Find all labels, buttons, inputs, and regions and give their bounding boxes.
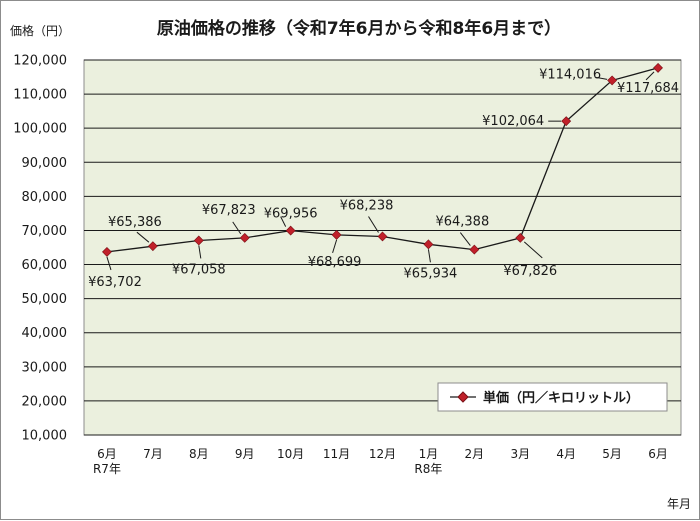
gridlines (84, 59, 681, 436)
data-point (193, 235, 204, 246)
x-tick-label: 6月 (648, 447, 668, 461)
label-leader-line (596, 76, 608, 80)
y-tick-label: 40,000 (22, 326, 68, 341)
x-tick-label: 11月 (323, 447, 350, 461)
data-point (377, 231, 388, 242)
x-axis-label: 年月 (667, 497, 691, 511)
data-label: ¥102,064 (482, 114, 544, 129)
data-label: ¥64,388 (435, 215, 489, 230)
data-point (285, 225, 296, 236)
label-leader-line (459, 232, 471, 246)
x-tick-year-label: R8年 (414, 462, 442, 476)
legend-label: 単価（円／キロリットル） (483, 390, 639, 406)
y-tick-label: 90,000 (22, 156, 68, 171)
data-point (423, 239, 434, 250)
legend: 単価（円／キロリットル） (437, 382, 668, 412)
data-point (239, 232, 250, 243)
x-tick-year-label: R7年 (93, 462, 121, 476)
label-leader-line (198, 245, 202, 259)
data-label: ¥69,956 (264, 207, 318, 222)
data-label: ¥65,934 (404, 266, 458, 281)
x-tick-label: 10月 (277, 447, 304, 461)
data-label: ¥68,238 (340, 198, 394, 213)
y-tick-label: 120,000 (13, 54, 67, 69)
y-tick-label: 70,000 (22, 224, 68, 239)
series-markers (102, 62, 663, 257)
x-tick-label: 4月 (556, 447, 576, 461)
data-point (469, 244, 480, 255)
plot-area (83, 59, 682, 436)
data-label: ¥117,684 (617, 81, 679, 96)
y-tick-label: 20,000 (22, 394, 68, 409)
label-leader-line (136, 231, 150, 243)
y-tick-label: 10,000 (22, 429, 68, 444)
x-tick-label: 9月 (235, 447, 255, 461)
label-leader-line (523, 241, 543, 259)
label-leader-line (280, 216, 287, 227)
label-leader-line (368, 216, 379, 233)
y-tick-label: 50,000 (22, 292, 68, 307)
x-tick-label: 3月 (510, 447, 530, 461)
data-point (653, 62, 663, 73)
y-tick-label: 80,000 (22, 190, 68, 205)
y-tick-label: 60,000 (22, 258, 68, 273)
legend-box (437, 382, 668, 412)
data-label: ¥67,823 (202, 203, 256, 218)
x-tick-label: 12月 (369, 447, 396, 461)
data-point (607, 75, 618, 86)
y-tick-label: 110,000 (13, 88, 67, 103)
y-tick-label: 100,000 (13, 122, 67, 137)
y-tick-labels: 10,000 20,000 30,000 40,000 50,000 60,000 70,0… (13, 54, 67, 444)
y-tick-label: 30,000 (22, 360, 68, 375)
x-tick-label: 5月 (602, 447, 622, 461)
label-leader-line (106, 256, 112, 271)
legend-marker (457, 391, 469, 403)
data-label: ¥63,702 (88, 275, 142, 290)
y-axis-label: 価格（円） (10, 23, 70, 38)
x-tick-label: 7月 (143, 447, 163, 461)
data-label: ¥67,826 (503, 264, 557, 279)
data-label: ¥68,699 (308, 255, 362, 270)
label-leader-line (232, 221, 242, 235)
chart-title: 原油価格の推移（令和7年6月から令和8年6月まで） (157, 18, 561, 39)
label-leader-line (645, 71, 655, 81)
data-point (515, 232, 526, 243)
x-tick-label: 2月 (465, 447, 485, 461)
data-point (102, 247, 112, 257)
data-point (331, 229, 342, 240)
data-label: ¥65,386 (108, 215, 162, 230)
label-leader-line (332, 239, 338, 254)
data-point (147, 241, 158, 252)
label-leader-lines (106, 71, 655, 271)
data-label: ¥67,058 (172, 262, 226, 277)
x-tick-label: 1月 (419, 447, 439, 461)
data-label: ¥114,016 (539, 67, 601, 82)
x-tick-label: 6月 (97, 447, 117, 461)
x-tick-label: 8月 (189, 447, 209, 461)
data-point (561, 116, 572, 127)
label-leader-line (427, 249, 431, 263)
data-labels: ¥63,702 ¥65,386 ¥67,058 ¥67,823 ¥69,956 ¥68,6… (88, 67, 679, 290)
